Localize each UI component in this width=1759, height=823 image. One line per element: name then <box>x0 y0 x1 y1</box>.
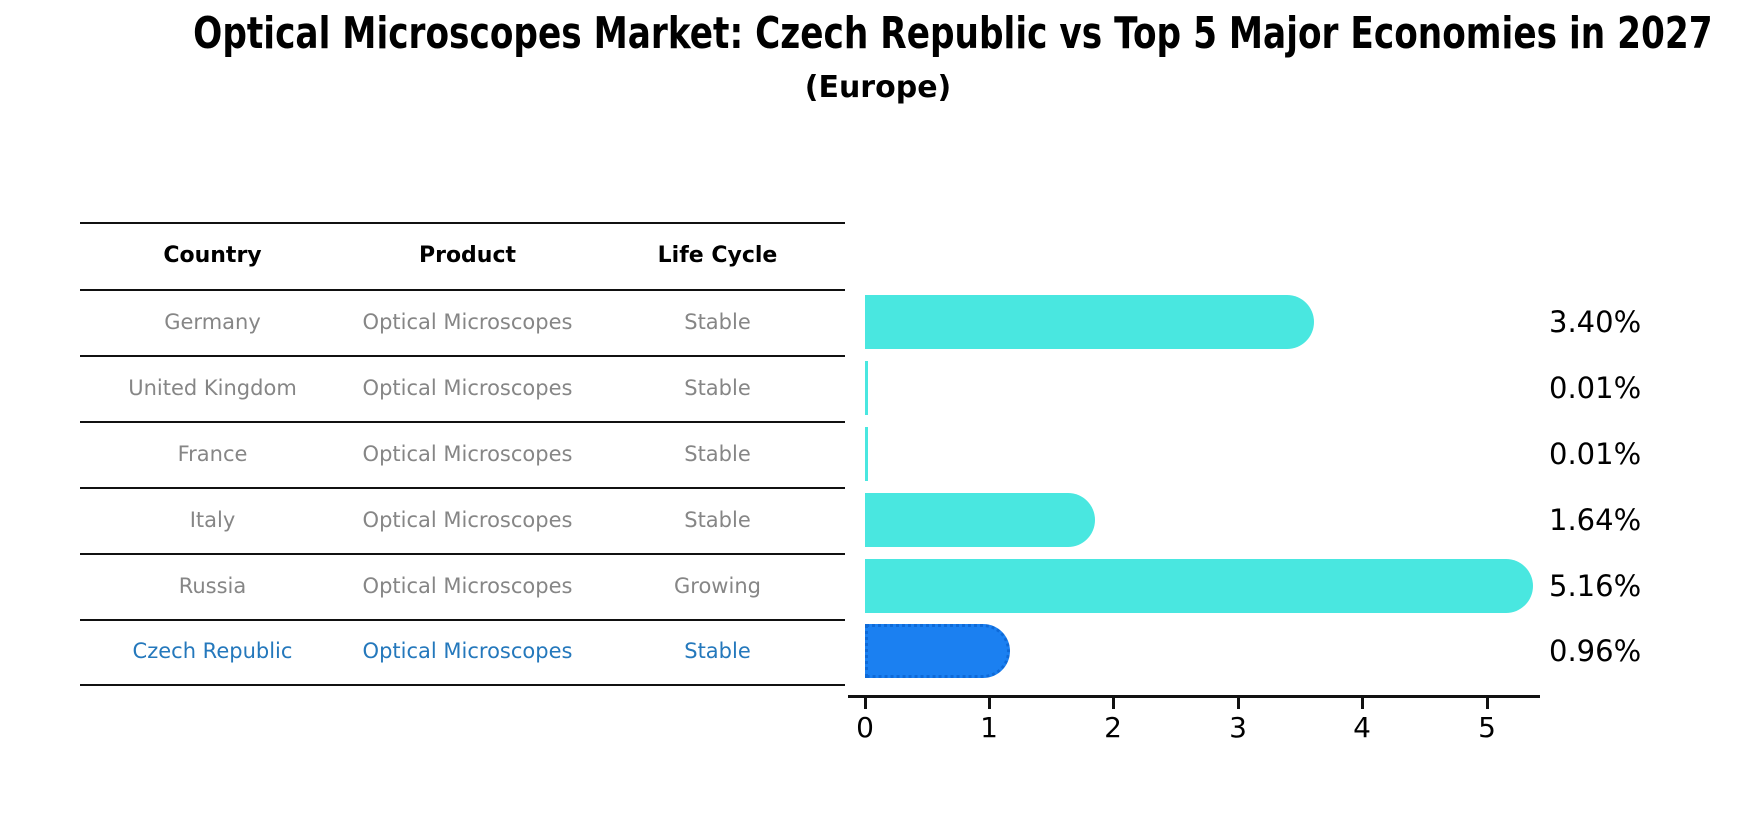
x-axis-tick <box>864 698 867 709</box>
column-header-product: Product <box>418 243 517 268</box>
page-subtitle: (Europe) <box>804 70 952 105</box>
x-axis-line <box>848 695 1540 698</box>
product-cell: Optical Microscopes <box>362 442 573 466</box>
life-cycle-cell: Stable <box>684 442 751 466</box>
value-label: 0.01% <box>1549 371 1642 405</box>
product-cell: Optical Microscopes <box>362 639 573 663</box>
x-axis-tick-label: 5 <box>1478 711 1496 744</box>
x-axis-tick-label: 4 <box>1353 711 1371 744</box>
table-border <box>80 487 845 489</box>
country-cell: United Kingdom <box>128 376 297 400</box>
bar-italy <box>865 493 1095 547</box>
country-cell: Italy <box>189 508 236 532</box>
x-axis-tick-label: 3 <box>1229 711 1247 744</box>
x-axis-tick <box>1237 698 1240 709</box>
page-title: Optical Microscopes Market: Czech Republ… <box>193 8 1713 59</box>
bar-russia <box>865 559 1533 613</box>
x-axis-tick-label: 1 <box>980 711 998 744</box>
value-label: 0.96% <box>1549 634 1642 668</box>
country-cell: Russia <box>178 574 247 598</box>
table-border <box>80 355 845 357</box>
country-cell: Germany <box>164 310 261 334</box>
life-cycle-cell: Stable <box>684 310 751 334</box>
value-label: 5.16% <box>1549 569 1642 603</box>
product-cell: Optical Microscopes <box>362 574 573 598</box>
table-border <box>80 421 845 423</box>
column-header-life-cycle: Life Cycle <box>657 243 778 268</box>
column-header-country: Country <box>163 243 262 268</box>
table-border <box>80 222 845 224</box>
life-cycle-cell: Stable <box>684 376 751 400</box>
table-border <box>80 619 845 621</box>
bar-france <box>865 427 868 481</box>
value-label: 3.40% <box>1549 305 1642 339</box>
x-axis-tick-label: 0 <box>856 711 874 744</box>
table-border <box>80 684 845 686</box>
bar-united-kingdom <box>865 361 868 415</box>
x-axis-tick <box>1361 698 1364 709</box>
country-cell: Czech Republic <box>132 639 293 663</box>
x-axis-tick-label: 2 <box>1104 711 1122 744</box>
product-cell: Optical Microscopes <box>362 508 573 532</box>
value-label: 1.64% <box>1549 503 1642 537</box>
bar-germany <box>865 295 1314 349</box>
country-cell: France <box>177 442 248 466</box>
life-cycle-cell: Stable <box>684 639 751 663</box>
value-label: 0.01% <box>1549 437 1642 471</box>
x-axis-tick <box>988 698 991 709</box>
life-cycle-cell: Growing <box>674 574 761 598</box>
table-border <box>80 289 845 291</box>
life-cycle-cell: Stable <box>684 508 751 532</box>
table-border <box>80 553 845 555</box>
product-cell: Optical Microscopes <box>362 376 573 400</box>
x-axis-tick <box>1112 698 1115 709</box>
x-axis-tick <box>1486 698 1489 709</box>
bar-czech-republic <box>865 624 1011 678</box>
product-cell: Optical Microscopes <box>362 310 573 334</box>
